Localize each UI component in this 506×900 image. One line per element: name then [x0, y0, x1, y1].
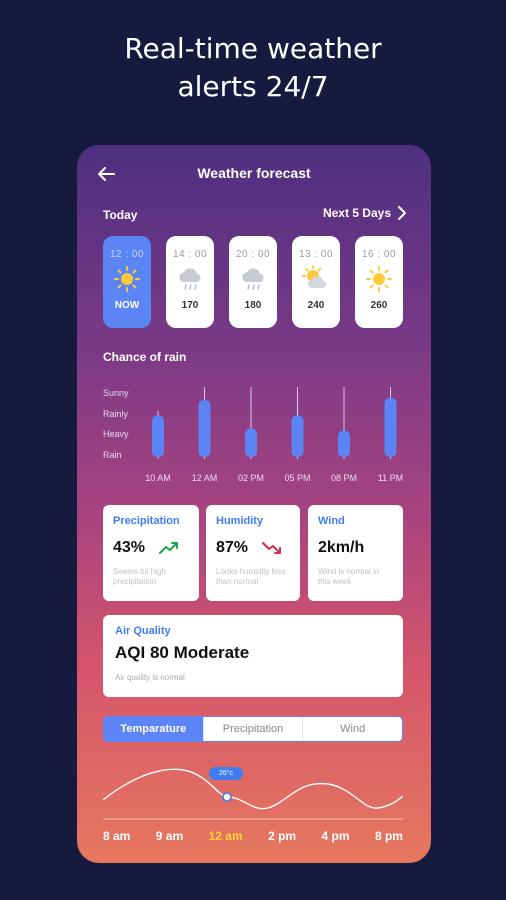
chart-tabs: Temparature Precipitation Wind — [103, 716, 403, 742]
time-label: 4 pm — [321, 829, 350, 843]
chevron-right-icon — [398, 206, 406, 220]
rain-legend: Sunny Rainly Heavy Rain — [103, 383, 129, 465]
temperature-badge: 26°c — [209, 767, 243, 780]
stat-value: 2km/h — [318, 539, 365, 556]
hour-time: 16 : 00 — [361, 249, 397, 260]
sun-icon — [114, 266, 140, 292]
time-label: 9 am — [155, 829, 184, 843]
trend-up-icon — [159, 542, 179, 554]
hour-value: 260 — [370, 300, 388, 311]
legend-heavy: Heavy — [103, 429, 129, 439]
wind-card[interactable]: Wind 2km/h Wind is normal in this week — [308, 505, 403, 601]
stat-value: 43% — [113, 539, 146, 556]
top-bar: Weather forecast — [77, 145, 431, 201]
time-label: 2 pm — [268, 829, 297, 843]
rain-cloud-icon — [242, 268, 264, 290]
legend-sunny: Sunny — [103, 388, 129, 398]
rain-x-tick-label: 11 PM — [378, 473, 403, 483]
precipitation-card[interactable]: Precipitation 43% Seems bit high precipi… — [103, 505, 199, 601]
phone-screen: Weather forecast Today Next 5 Days 12 : … — [77, 145, 431, 863]
temperature-line — [103, 768, 403, 810]
rain-x-tick-label: 02 PM — [238, 473, 264, 483]
rain-bar — [384, 397, 397, 457]
tab-temperature[interactable]: Temparature — [104, 717, 203, 741]
next-5-days-label: Next 5 Days — [322, 206, 391, 220]
arrow-left-icon[interactable] — [95, 163, 117, 185]
rain-cloud-icon — [179, 268, 201, 290]
hour-card[interactable]: 20 : 00 180 — [229, 236, 277, 328]
partly-cloudy-icon — [302, 265, 326, 288]
hour-value: 240 — [307, 300, 325, 311]
promo-line-1: Real-time weather — [124, 32, 382, 65]
promo-line-2: alerts 24/7 — [177, 70, 329, 103]
rain-x-tick-label: 10 AM — [145, 473, 171, 483]
chance-of-rain-chart: 10 AM 12 AM 02 PM 05 PM 08 PM 11 PM — [145, 387, 403, 483]
rain-bar — [152, 415, 164, 457]
hour-card[interactable]: 13 : 00 240 — [292, 236, 340, 328]
time-label-current: 12 am — [208, 829, 243, 843]
stat-title: Humidity — [216, 515, 264, 527]
stat-value: 87% — [216, 539, 249, 556]
legend-rainly: Rainly — [103, 408, 129, 419]
promo-headline: Real-time weather alerts 24/7 — [0, 30, 506, 106]
hour-card[interactable]: 14 : 00 170 — [166, 236, 214, 328]
rain-bar — [245, 428, 257, 457]
rain-bar — [198, 400, 211, 457]
stat-note: Wind is normal in this week — [318, 567, 380, 586]
hour-time: 13 : 00 — [298, 249, 334, 260]
page-title: Weather forecast — [197, 165, 311, 181]
humidity-card[interactable]: Humidity 87% Looks humidity less than no… — [206, 505, 300, 601]
air-quality-card[interactable]: Air Quality AQI 80 Moderate Air quality … — [103, 615, 403, 697]
stat-note: Looks humidity less than normal — [216, 567, 286, 586]
hour-value: NOW — [114, 300, 140, 311]
time-label: 8 am — [103, 829, 131, 843]
current-temperature-point — [222, 792, 232, 802]
hour-value: 180 — [244, 300, 262, 311]
stat-title: Precipitation — [113, 515, 180, 527]
trend-down-icon — [262, 542, 282, 554]
hour-card[interactable]: 16 : 00 260 — [355, 236, 403, 328]
sun-icon — [366, 266, 392, 292]
time-axis: 8 am 9 am 12 am 2 pm 4 pm 8 pm — [103, 829, 403, 843]
next-5-days-link[interactable]: Next 5 Days — [323, 206, 407, 220]
air-quality-value: AQI 80 Moderate — [115, 643, 250, 662]
rain-x-tick-label: 05 PM — [284, 473, 310, 483]
legend-rain: Rain — [103, 449, 122, 460]
time-label: 8 pm — [374, 829, 403, 843]
hour-time: 14 : 00 — [172, 249, 208, 260]
hourly-forecast: 12 : 00 NOW 14 : 00 170 — [103, 236, 405, 328]
hour-card-now[interactable]: 12 : 00 NOW — [103, 236, 151, 328]
tab-precipitation[interactable]: Precipitation — [202, 717, 303, 741]
rain-x-tick-label: 12 AM — [192, 473, 218, 483]
hour-time: 12 : 00 — [109, 249, 145, 260]
stat-title: Wind — [318, 515, 345, 527]
stat-note: Seems bit high precipitation — [113, 567, 166, 586]
chance-of-rain-title: Chance of rain — [103, 350, 187, 364]
hour-value: 170 — [181, 300, 199, 311]
today-label: Today — [103, 208, 138, 222]
hour-time: 20 : 00 — [235, 249, 271, 260]
air-quality-note: Air quality is normal — [115, 673, 185, 682]
temperature-curve — [103, 768, 403, 820]
rain-bar — [338, 430, 350, 457]
rain-x-tick-label: 08 PM — [331, 473, 357, 483]
air-quality-title: Air Quality — [115, 625, 171, 637]
tab-wind[interactable]: Wind — [302, 717, 402, 741]
rain-bar — [291, 415, 304, 457]
